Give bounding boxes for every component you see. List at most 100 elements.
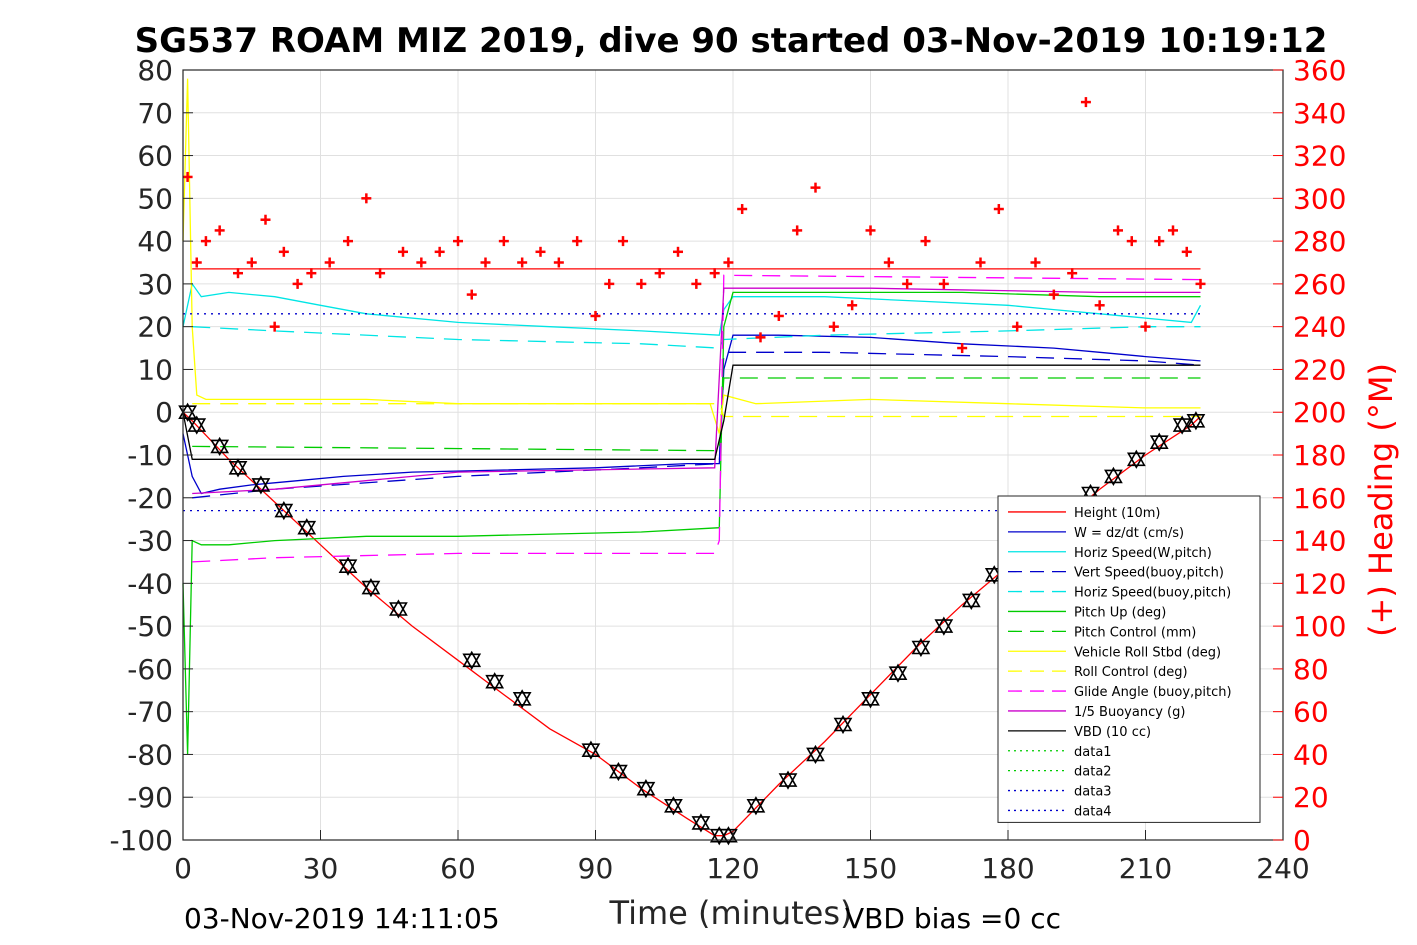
heading-point bbox=[938, 278, 949, 289]
right-axis-ticks: 3603403203002802602402202001801601401201… bbox=[1273, 54, 1346, 857]
legend-item: 1/5 Buoyancy (g) bbox=[1008, 705, 1185, 720]
glide-marker bbox=[746, 796, 766, 816]
heading-point bbox=[535, 246, 546, 257]
right-tick-label: 260 bbox=[1293, 268, 1346, 301]
legend-label: Vehicle Roll Stbd (deg) bbox=[1074, 645, 1221, 660]
glide-marker bbox=[485, 672, 505, 692]
heading-point bbox=[709, 268, 720, 279]
legend-item: Pitch Control (mm) bbox=[1008, 625, 1196, 640]
heading-point bbox=[416, 257, 427, 268]
glide-marker bbox=[861, 689, 880, 709]
legend-box bbox=[997, 495, 1261, 823]
heading-point bbox=[553, 257, 564, 268]
right-tick-label: 240 bbox=[1293, 311, 1346, 344]
legend-item: Height (10m) bbox=[1008, 506, 1160, 521]
legend-label: Glide Angle (buoy,pitch) bbox=[1074, 685, 1232, 700]
heading-point bbox=[1048, 289, 1059, 300]
glide-marker bbox=[512, 689, 532, 709]
right-tick-label: 140 bbox=[1293, 525, 1346, 558]
legend: Height (10m) W = dz/dt (cm/s) Horiz Speed(… bbox=[997, 495, 1261, 823]
heading-point bbox=[1012, 321, 1023, 332]
left-tick-label: -50 bbox=[127, 610, 173, 643]
series-line bbox=[192, 287, 1201, 495]
glide-marker bbox=[1172, 415, 1192, 435]
right-tick-label: 20 bbox=[1293, 781, 1329, 814]
series-line bbox=[192, 274, 1201, 563]
heading-point bbox=[618, 236, 628, 247]
right-tick-label: 100 bbox=[1293, 610, 1346, 643]
heading-point bbox=[233, 268, 243, 279]
heading-point bbox=[260, 214, 271, 225]
series-line bbox=[182, 334, 1201, 495]
x-axis-label: Time (minutes) bbox=[609, 894, 853, 932]
heading-point bbox=[1067, 268, 1078, 279]
heading-point bbox=[278, 246, 289, 257]
heading-point bbox=[1154, 236, 1165, 247]
glide-marker bbox=[664, 796, 683, 816]
glide-marker bbox=[251, 475, 271, 495]
heading-point bbox=[246, 257, 257, 268]
heading-point bbox=[993, 204, 1004, 215]
glide-marker bbox=[297, 518, 317, 538]
heading-point bbox=[1080, 97, 1091, 108]
heading-point bbox=[1126, 236, 1137, 247]
heading-point bbox=[673, 246, 683, 257]
heading-point bbox=[306, 268, 317, 279]
heading-point bbox=[691, 278, 702, 289]
series-line bbox=[182, 282, 1202, 336]
heading-point bbox=[398, 246, 408, 257]
heading-point bbox=[810, 182, 821, 193]
right-tick-label: 200 bbox=[1293, 396, 1346, 429]
legend-label: Vert Speed(buoy,pitch) bbox=[1074, 566, 1224, 581]
glide-marker bbox=[1126, 449, 1146, 469]
glide-marker bbox=[934, 616, 954, 636]
heading-point bbox=[200, 236, 211, 247]
glide-marker bbox=[389, 599, 408, 619]
heading-point bbox=[1181, 246, 1192, 257]
heading-point bbox=[324, 257, 335, 268]
heading-markers bbox=[182, 97, 1206, 354]
legend-item: Horiz Speed(buoy,pitch) bbox=[1008, 586, 1231, 601]
legend-label: Horiz Speed(W,pitch) bbox=[1074, 546, 1212, 561]
right-tick-label: 40 bbox=[1293, 738, 1329, 771]
bottom-tick-label: 30 bbox=[303, 852, 339, 885]
left-tick-label: 60 bbox=[137, 140, 173, 173]
series-line bbox=[192, 351, 1201, 499]
heading-point bbox=[590, 310, 601, 321]
left-tick-label: 80 bbox=[137, 54, 173, 87]
heading-point bbox=[375, 268, 386, 279]
glide-marker bbox=[228, 458, 248, 478]
heading-point bbox=[453, 236, 463, 247]
left-tick-label: 40 bbox=[137, 225, 173, 258]
legend-item: Roll Control (deg) bbox=[1008, 665, 1188, 680]
glide-marker bbox=[609, 761, 628, 782]
left-tick-label: -100 bbox=[109, 824, 173, 857]
glide-marker bbox=[581, 740, 601, 760]
glide-marker bbox=[691, 813, 711, 833]
left-tick-label: -70 bbox=[127, 696, 173, 729]
heading-point bbox=[755, 332, 766, 343]
left-tick-label: 0 bbox=[155, 396, 173, 429]
heading-point bbox=[865, 225, 876, 236]
heading-point bbox=[292, 278, 303, 289]
right-tick-label: 0 bbox=[1293, 824, 1311, 857]
bottom-tick-label: 240 bbox=[1256, 852, 1309, 885]
heading-point bbox=[1140, 321, 1151, 332]
left-tick-label: -20 bbox=[127, 482, 173, 515]
heading-point bbox=[191, 257, 202, 268]
heading-point bbox=[434, 246, 445, 257]
right-tick-label: 160 bbox=[1293, 482, 1346, 515]
series-line bbox=[182, 291, 1201, 755]
heading-point bbox=[883, 257, 894, 268]
legend-label: W = dz/dt (cm/s) bbox=[1074, 526, 1184, 541]
heading-point bbox=[269, 321, 280, 332]
legend-label: Height (10m) bbox=[1074, 506, 1160, 521]
left-tick-label: 20 bbox=[137, 311, 173, 344]
footer-timestamp: 03-Nov-2019 14:11:05 bbox=[184, 902, 500, 935]
legend-label: VBD (10 cc) bbox=[1074, 725, 1151, 740]
left-tick-label: -30 bbox=[127, 525, 173, 558]
chart-title: SG537 ROAM MIZ 2019, dive 90 started 03-… bbox=[135, 21, 1328, 61]
heading-point bbox=[654, 268, 665, 279]
glide-marker bbox=[888, 663, 908, 683]
